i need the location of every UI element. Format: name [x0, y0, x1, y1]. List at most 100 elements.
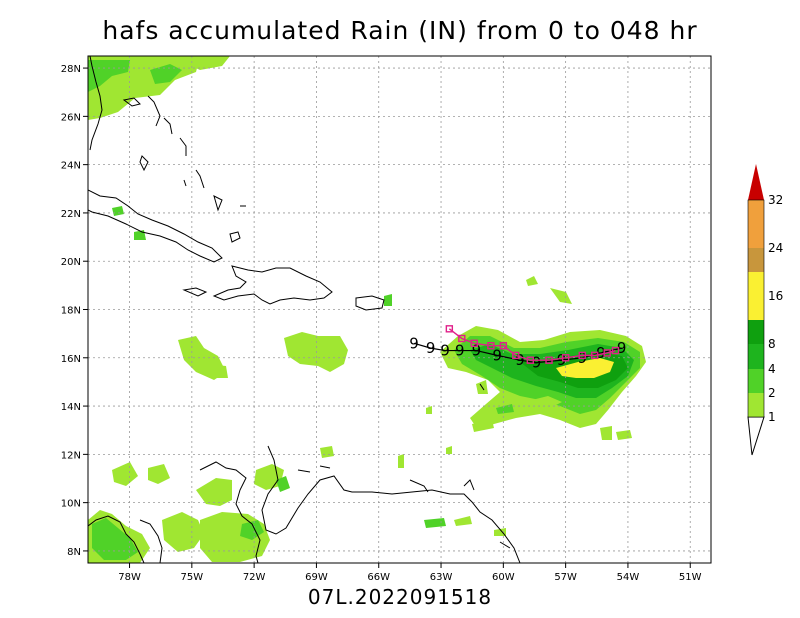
rain-area-1in: [162, 512, 204, 552]
forecast-marker: [487, 342, 495, 350]
rain-area-1in: [398, 454, 404, 468]
legend-lower-triangle: [747, 416, 765, 456]
legend-swatch: [748, 344, 764, 369]
rain-area-2in: [276, 476, 290, 492]
forecast-marker: [611, 346, 620, 355]
legend-upper-triangle: [748, 164, 764, 200]
rain-area-2in: [92, 518, 138, 560]
lat-tick-label: 28N: [61, 64, 81, 75]
storm-symbol: 9: [409, 334, 419, 352]
legend-level-label: 16: [768, 289, 783, 303]
lon-tick-label: 51W: [679, 572, 702, 583]
forecast-marker: [526, 356, 535, 364]
rain-area-1in: [284, 332, 348, 372]
rain-area-2in: [424, 518, 446, 528]
rain-area-1in: [170, 56, 230, 70]
forecast-track: [445, 325, 620, 364]
storm-symbol: 9: [515, 351, 525, 369]
forecast-track-line: [448, 328, 616, 361]
legend-swatch: [748, 248, 764, 272]
rain-area-1in: [112, 462, 138, 486]
storm-symbol: 9: [596, 344, 606, 362]
legend-level-label: 32: [768, 193, 783, 207]
forecast-marker: [499, 342, 508, 350]
lon-tick-label: 69W: [305, 572, 328, 583]
forecast-marker: [512, 351, 520, 360]
storm-run-label: 07L.2022091518: [307, 585, 493, 609]
lon-tick-label: 72W: [243, 572, 266, 583]
legend-swatch: [748, 369, 764, 393]
forecast-marker: [458, 334, 466, 343]
lat-tick-label: 16N: [61, 354, 81, 365]
rain-area-1in: [526, 276, 538, 286]
rain-area-1in: [472, 420, 494, 432]
lat-tick-label: 18N: [61, 306, 81, 317]
legend-swatch: [748, 393, 764, 417]
legend-level-label: 1: [768, 410, 776, 424]
lon-tick-label: 66W: [367, 572, 390, 583]
lon-tick-label: 60W: [492, 572, 515, 583]
lon-tick-label: 75W: [181, 572, 204, 583]
storm-symbol: 9: [532, 354, 542, 372]
legend-level-label: 24: [768, 241, 783, 255]
rain-area-1in: [550, 288, 572, 304]
legend-outline: [747, 199, 765, 418]
legend-level-label: 8: [768, 337, 776, 351]
storm-symbol: 9: [617, 339, 627, 357]
rain-area-2in: [150, 64, 182, 84]
lat-tick-label: 8N: [67, 547, 81, 558]
lon-tick-label: 54W: [617, 572, 640, 583]
axis-ticks: 78W 75W 72W 69W 66W 63W 60W 57W 54W 51W 8N 10N 12N 14…: [61, 64, 702, 583]
storm-symbol: 9: [440, 342, 450, 360]
forecast-marker: [470, 339, 478, 347]
legend-level-label: 2: [768, 386, 776, 400]
lat-tick-label: 22N: [61, 209, 81, 220]
lon-tick-label: 63W: [430, 572, 453, 583]
lat-tick-label: 10N: [61, 499, 81, 510]
forecast-marker: [591, 351, 599, 360]
forecast-marker: [545, 356, 553, 364]
lat-tick-label: 26N: [61, 112, 81, 123]
rain-area-2in: [384, 294, 392, 306]
legend-swatch: [748, 320, 764, 344]
rain-area-1in: [524, 396, 562, 412]
coastlines: [88, 56, 521, 563]
lat-tick-label: 14N: [61, 402, 81, 413]
rain-area-1in: [196, 478, 232, 506]
lon-tick-label: 78W: [118, 572, 141, 583]
rain-area-1in: [206, 364, 228, 378]
storm-symbol: 9: [426, 339, 436, 357]
storm-symbol: 9: [557, 351, 567, 369]
rain-area-1in: [320, 446, 334, 458]
rain-area-1in: [600, 426, 612, 440]
rain-area-1in: [494, 528, 506, 536]
legend-swatch: [748, 224, 764, 248]
lat-tick-label: 20N: [61, 257, 81, 268]
storm-symbol: 9: [472, 342, 482, 360]
rain-area-1in: [148, 464, 170, 484]
legend-swatch: [748, 296, 764, 320]
forecast-marker: [561, 354, 570, 362]
lat-tick-label: 12N: [61, 450, 81, 461]
storm-symbol: 9: [455, 342, 465, 360]
rain-area-1in: [454, 516, 472, 526]
forecast-marker: [445, 325, 454, 333]
rain-area-1in: [426, 406, 432, 414]
rain-area-2in: [112, 206, 124, 216]
map-title: hafs accumulated Rain (IN) from 0 to 048…: [102, 16, 698, 45]
forecast-marker: [578, 351, 586, 360]
rain-area-16in: [556, 358, 614, 378]
legend-swatch: [748, 200, 764, 224]
graticule: [88, 56, 711, 563]
lon-tick-label: 57W: [554, 572, 577, 583]
forecast-marker: [603, 349, 611, 357]
legend-level-label: 4: [768, 362, 776, 376]
rain-area-1in: [446, 446, 452, 454]
legend-swatch: [748, 272, 764, 296]
storm-symbol: 9: [492, 346, 502, 364]
rain-area-2in: [496, 404, 514, 414]
lat-tick-label: 24N: [61, 161, 81, 172]
